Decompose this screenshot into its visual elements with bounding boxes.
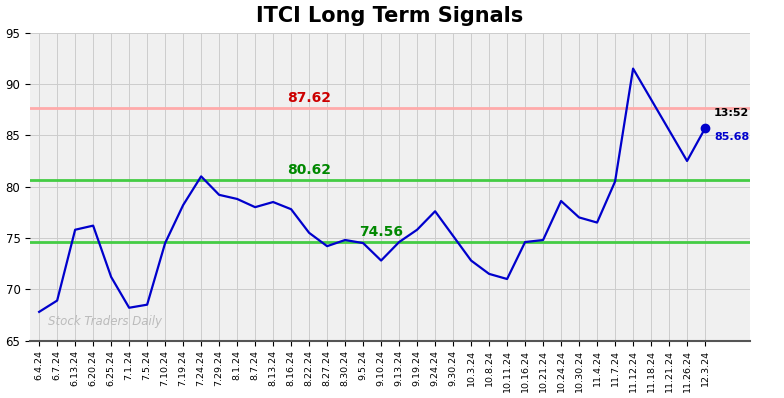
Text: 80.62: 80.62 (287, 163, 331, 177)
Text: 87.62: 87.62 (287, 91, 331, 105)
Title: ITCI Long Term Signals: ITCI Long Term Signals (256, 6, 524, 25)
Text: 85.68: 85.68 (714, 132, 750, 142)
Text: Stock Traders Daily: Stock Traders Daily (48, 315, 162, 328)
Text: 13:52: 13:52 (714, 108, 750, 118)
Text: 74.56: 74.56 (359, 225, 403, 239)
